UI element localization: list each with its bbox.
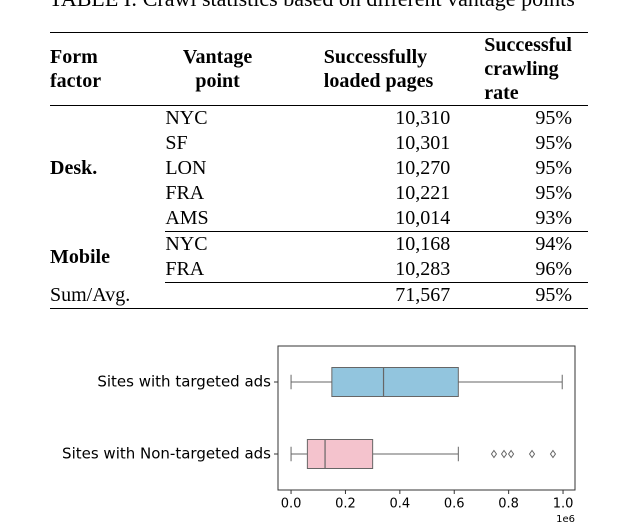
row: LON 10,270 95% <box>50 156 588 181</box>
flier <box>507 449 515 459</box>
header-cell: Form factor <box>50 32 166 106</box>
header-cell: Vantage point <box>165 32 320 106</box>
group-label: Desk. <box>50 157 98 180</box>
box <box>331 367 459 397</box>
cell: 10,014 <box>319 206 451 232</box>
cell: 10,301 <box>395 132 451 154</box>
row: FRA 10,283 96% <box>50 257 588 283</box>
cell: 95% <box>535 132 572 154</box>
cell: NYC <box>165 233 208 255</box>
total-pages: 71,567 <box>319 282 451 309</box>
row: AMS 10,014 93% <box>50 206 588 232</box>
cell: 95% <box>535 107 572 129</box>
x-tick-label: 0.4 <box>390 497 411 512</box>
total-label: Sum/Avg. <box>50 282 320 309</box>
y-tick-label: Sites with targeted ads <box>97 373 271 391</box>
cell: 10,270 <box>395 157 451 179</box>
total-row: Sum/Avg. 71,567 95% <box>50 282 588 309</box>
cell: 10,221 <box>395 182 451 204</box>
x-tick-label: 0.2 <box>335 497 356 512</box>
stats-table: Form factor Vantage point Successfully loa… <box>50 32 588 309</box>
group-label: Mobile <box>50 245 110 268</box>
cell: FRA <box>165 257 320 283</box>
cell: FRA <box>165 182 205 204</box>
header-row: Form factor Vantage point Successfully loa… <box>50 32 588 106</box>
cell: 10,168 <box>395 233 451 255</box>
flier <box>528 449 536 459</box>
caption: TABLE I: Crawl statistics based on diffe… <box>0 0 624 12</box>
header-cell: Successfully loaded pages <box>319 32 451 106</box>
plot-frame <box>277 345 576 491</box>
cell: 10,283 <box>319 257 451 283</box>
cell: AMS <box>165 206 320 232</box>
x-tick-label: 1.0 <box>553 497 574 512</box>
box <box>306 439 374 469</box>
flier <box>490 449 498 459</box>
cell: 94% <box>535 233 572 255</box>
cell: 10,310 <box>395 107 451 129</box>
x-tick-label: 0.8 <box>498 497 519 512</box>
cell: 96% <box>450 257 588 283</box>
x-offset-label: 1e6 <box>556 514 575 522</box>
header-cell: Successful crawling rate <box>450 32 588 106</box>
cell: 95% <box>535 182 572 204</box>
row: Mobile NYC 10,168 94% <box>50 232 588 268</box>
row: SF 10,301 95% <box>50 131 588 156</box>
cell: 93% <box>450 206 588 232</box>
x-tick-label: 0.6 <box>444 497 465 512</box>
total-rate: 95% <box>450 282 588 309</box>
flier <box>500 449 508 459</box>
y-tick-label: Sites with Non-targeted ads <box>62 445 271 463</box>
cell: 95% <box>535 157 572 179</box>
x-tick-label: 0.0 <box>281 497 302 512</box>
cell: LON <box>165 157 207 179</box>
cell: SF <box>165 132 188 154</box>
cell: NYC <box>165 107 208 129</box>
flier <box>549 449 557 459</box>
row: FRA 10,221 95% <box>50 181 588 206</box>
row: Desk. NYC 10,310 95% <box>50 106 588 179</box>
